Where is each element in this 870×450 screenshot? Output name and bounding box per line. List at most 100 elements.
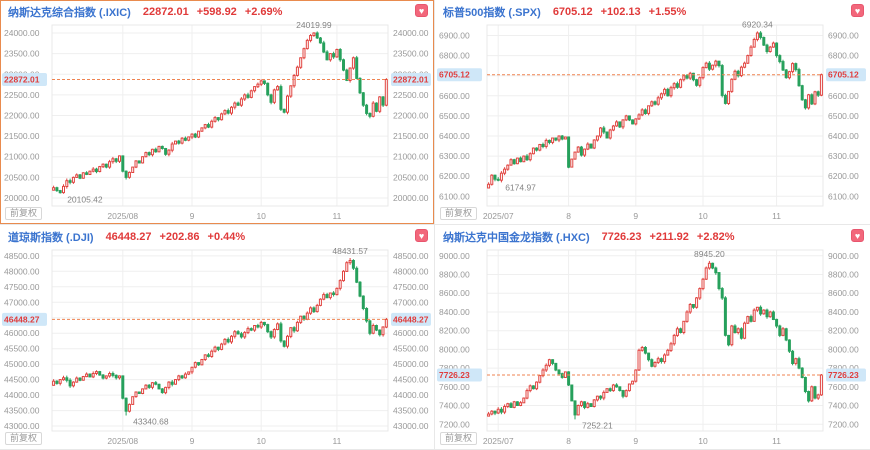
favorite-heart-icon[interactable]: ♥: [415, 4, 428, 17]
index-title-spx[interactable]: 标普500指数 (.SPX): [443, 7, 541, 19]
svg-text:7400.00: 7400.00: [439, 401, 470, 411]
svg-text:22872.01: 22872.01: [4, 75, 40, 85]
svg-text:48500.00: 48500.00: [4, 251, 40, 261]
candlestick-chart-dji[interactable]: 43000.00 43000.00 43500.00 43500.00 44000.00…: [0, 243, 435, 450]
adjust-mode-button[interactable]: 前复权: [5, 432, 43, 445]
svg-text:7200.00: 7200.00: [439, 419, 470, 429]
svg-text:6174.97: 6174.97: [505, 182, 536, 192]
price-change: +202.86: [159, 231, 200, 243]
svg-text:20500.00: 20500.00: [4, 172, 40, 182]
svg-text:2025/07: 2025/07: [483, 211, 514, 221]
svg-text:20105.42: 20105.42: [67, 195, 103, 205]
svg-text:21000.00: 21000.00: [393, 152, 429, 162]
favorite-heart-icon[interactable]: ♥: [415, 229, 428, 242]
chart-panel-spx: 标普500指数 (.SPX) 6705.12 +102.13 +1.55% ♥ …: [435, 0, 870, 225]
index-title-ixic[interactable]: 纳斯达克综合指数 (.IXIC): [8, 7, 131, 19]
price-change-pct: +0.44%: [207, 231, 246, 243]
adjust-mode-button[interactable]: 前复权: [5, 207, 43, 220]
svg-text:44000.00: 44000.00: [4, 390, 40, 400]
svg-text:8200.00: 8200.00: [828, 326, 859, 336]
last-price: 46448.27: [105, 231, 152, 243]
chart-panel-dji: 道琼斯指数 (.DJI) 46448.27 +202.86 +0.44% ♥ 4…: [0, 225, 435, 450]
svg-text:24019.99: 24019.99: [296, 20, 332, 30]
svg-text:7800.00: 7800.00: [439, 363, 470, 373]
candlestick-chart-ixic[interactable]: 20000.00 20000.00 20500.00 20500.00 21000.00…: [0, 18, 435, 225]
svg-text:7200.00: 7200.00: [828, 419, 859, 429]
svg-text:9: 9: [190, 436, 195, 446]
svg-text:8800.00: 8800.00: [439, 270, 470, 280]
svg-text:8: 8: [566, 211, 571, 221]
svg-text:45000.00: 45000.00: [393, 359, 429, 369]
svg-text:6900.00: 6900.00: [439, 31, 470, 41]
svg-text:8400.00: 8400.00: [439, 307, 470, 317]
svg-text:7726.23: 7726.23: [439, 370, 470, 380]
svg-text:9: 9: [633, 436, 638, 446]
svg-text:7600.00: 7600.00: [828, 382, 859, 392]
svg-text:6500.00: 6500.00: [828, 111, 859, 121]
chart-panel-hxc: 纳斯达克中国金龙指数 (.HXC) 7726.23 +211.92 +2.82%…: [435, 225, 870, 450]
svg-text:48431.57: 48431.57: [332, 246, 368, 256]
svg-text:6100.00: 6100.00: [439, 191, 470, 201]
svg-text:43000.00: 43000.00: [393, 421, 429, 431]
last-price: 7726.23: [601, 231, 642, 243]
svg-text:11: 11: [772, 436, 781, 446]
panel-header: 纳斯达克中国金龙指数 (.HXC) 7726.23 +211.92 +2.82%…: [435, 225, 870, 246]
svg-text:47000.00: 47000.00: [393, 297, 429, 307]
candlestick-chart-hxc[interactable]: 7200.00 7200.00 7400.00 7400.00 7600.00 7600.…: [435, 243, 870, 450]
svg-text:44500.00: 44500.00: [4, 375, 40, 385]
svg-text:43340.68: 43340.68: [133, 417, 169, 427]
svg-text:24000.00: 24000.00: [393, 28, 429, 38]
svg-text:22000.00: 22000.00: [4, 111, 40, 121]
svg-text:8000.00: 8000.00: [439, 344, 470, 354]
svg-text:24000.00: 24000.00: [4, 28, 40, 38]
adjust-mode-button[interactable]: 前复权: [440, 207, 478, 220]
favorite-heart-icon[interactable]: ♥: [851, 4, 864, 17]
index-quote: 22872.01 +598.92 +2.69%: [143, 6, 283, 18]
svg-text:6100.00: 6100.00: [828, 191, 859, 201]
panel-header: 纳斯达克综合指数 (.IXIC) 22872.01 +598.92 +2.69%…: [0, 0, 434, 21]
panel-header: 道琼斯指数 (.DJI) 46448.27 +202.86 +0.44% ♥: [0, 225, 434, 246]
favorite-heart-icon[interactable]: ♥: [851, 229, 864, 242]
index-title-dji[interactable]: 道琼斯指数 (.DJI): [8, 232, 94, 244]
svg-text:6200.00: 6200.00: [439, 171, 470, 181]
candlestick-chart-spx[interactable]: 6100.00 6100.00 6200.00 6200.00 6300.00 6300.…: [435, 18, 870, 225]
svg-text:10: 10: [256, 436, 266, 446]
svg-text:44500.00: 44500.00: [393, 375, 429, 385]
index-title-hxc[interactable]: 纳斯达克中国金龙指数 (.HXC): [443, 232, 590, 244]
svg-text:6920.34: 6920.34: [742, 19, 773, 29]
svg-text:11: 11: [332, 436, 341, 446]
svg-text:22500.00: 22500.00: [4, 90, 40, 100]
svg-text:45500.00: 45500.00: [393, 344, 429, 354]
svg-text:45000.00: 45000.00: [4, 359, 40, 369]
index-quote: 7726.23 +211.92 +2.82%: [602, 231, 735, 243]
svg-text:6600.00: 6600.00: [828, 91, 859, 101]
svg-text:8600.00: 8600.00: [828, 288, 859, 298]
svg-text:20000.00: 20000.00: [4, 193, 40, 203]
svg-text:9: 9: [633, 211, 638, 221]
svg-text:7800.00: 7800.00: [828, 363, 859, 373]
price-change-pct: +1.55%: [648, 6, 687, 18]
svg-text:43000.00: 43000.00: [4, 421, 40, 431]
adjust-mode-button[interactable]: 前复权: [440, 432, 478, 445]
svg-text:7252.21: 7252.21: [582, 420, 613, 430]
chart-panel-ixic: 纳斯达克综合指数 (.IXIC) 22872.01 +598.92 +2.69%…: [0, 0, 435, 225]
svg-text:9000.00: 9000.00: [828, 251, 859, 261]
svg-text:46448.27: 46448.27: [393, 314, 429, 324]
svg-text:47500.00: 47500.00: [4, 282, 40, 292]
svg-text:9: 9: [190, 211, 195, 221]
svg-text:2025/08: 2025/08: [107, 211, 138, 221]
svg-text:6900.00: 6900.00: [828, 31, 859, 41]
svg-text:44000.00: 44000.00: [393, 390, 429, 400]
svg-text:6600.00: 6600.00: [439, 91, 470, 101]
svg-text:23500.00: 23500.00: [393, 49, 429, 59]
svg-text:21500.00: 21500.00: [4, 131, 40, 141]
price-change: +211.92: [649, 231, 689, 243]
svg-text:8200.00: 8200.00: [439, 326, 470, 336]
svg-text:20500.00: 20500.00: [393, 172, 429, 182]
svg-text:7600.00: 7600.00: [439, 382, 470, 392]
svg-text:6300.00: 6300.00: [828, 151, 859, 161]
svg-text:9000.00: 9000.00: [439, 251, 470, 261]
svg-text:11: 11: [772, 211, 781, 221]
svg-text:10: 10: [698, 211, 708, 221]
